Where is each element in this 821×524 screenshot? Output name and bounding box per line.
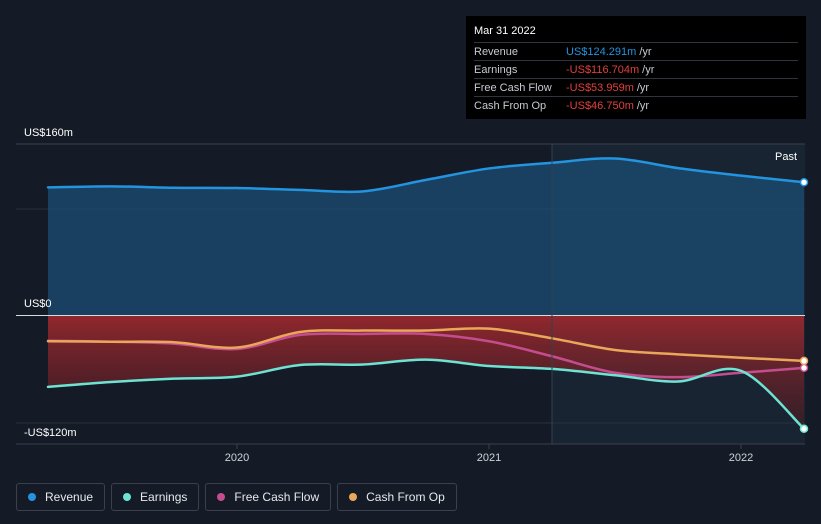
tooltip-label: Earnings (474, 63, 518, 76)
legend-item-free-cash-flow[interactable]: Free Cash Flow (205, 483, 332, 511)
tooltip-label: Cash From Op (474, 99, 547, 112)
legend-item-revenue[interactable]: Revenue (16, 483, 106, 511)
earnings-line (46, 358, 806, 431)
revenue-end-marker (799, 178, 809, 187)
x-tick-label: 2020 (225, 452, 249, 464)
tooltip-label: Revenue (474, 45, 519, 58)
revenue-line (46, 157, 806, 194)
legend-item-earnings[interactable]: Earnings (111, 483, 200, 511)
revenue-area (48, 158, 804, 316)
free-cash-flow-dot-icon (217, 493, 226, 501)
fcf-end-marker (799, 363, 809, 373)
revenue-dot-icon (28, 493, 36, 501)
x-tick-label: 2021 (477, 452, 501, 464)
tooltip-value: US$124.291m (566, 45, 637, 58)
cfo-line (46, 327, 806, 363)
legend-label: Cash From Op (366, 490, 445, 504)
x-tick-label: 2022 (729, 452, 753, 464)
tooltip-row-cash-from-op: Cash From Op -US$46.750m /yr (474, 96, 798, 114)
y-axis-zero-label: US$0 (24, 298, 52, 310)
y-axis-bottom-label: -US$120m (24, 427, 77, 439)
tooltip-unit: /yr (636, 81, 650, 94)
earnings-end-marker (799, 424, 809, 434)
tooltip-value: -US$53.959m (566, 81, 634, 94)
tooltip-value: -US$116.704m (566, 63, 640, 76)
cfo-end-marker (799, 356, 809, 366)
tooltip-label: Free Cash Flow (474, 81, 552, 94)
tooltip-date: Mar 31 2022 (474, 25, 536, 37)
legend-label: Revenue (45, 490, 94, 504)
tooltip-value: -US$46.750m (566, 99, 634, 112)
legend-label: Free Cash Flow (234, 490, 320, 504)
past-label: Past (775, 151, 797, 163)
tooltip-row-earnings: Earnings -US$116.704m /yr (474, 60, 798, 78)
y-axis-top-label: US$160m (24, 127, 73, 139)
legend-item-cash-from-op[interactable]: Cash From Op (337, 483, 457, 511)
tooltip-row-free-cash-flow: Free Cash Flow -US$53.959m /yr (474, 78, 798, 96)
fcf-line (46, 332, 806, 379)
legend: Revenue Earnings Free Cash Flow Cash Fro… (16, 483, 457, 511)
tooltip: Mar 31 2022 Revenue US$124.291m /yr Earn… (466, 16, 806, 119)
tooltip-row-revenue: Revenue US$124.291m /yr (474, 42, 798, 60)
legend-label: Earnings (140, 490, 188, 504)
tooltip-unit: /yr (639, 45, 652, 58)
tooltip-unit: /yr (642, 63, 655, 76)
earnings-dot-icon (123, 493, 132, 501)
cash-from-op-dot-icon (349, 493, 358, 501)
earnings-area (48, 315, 804, 429)
tooltip-unit: /yr (636, 99, 650, 112)
